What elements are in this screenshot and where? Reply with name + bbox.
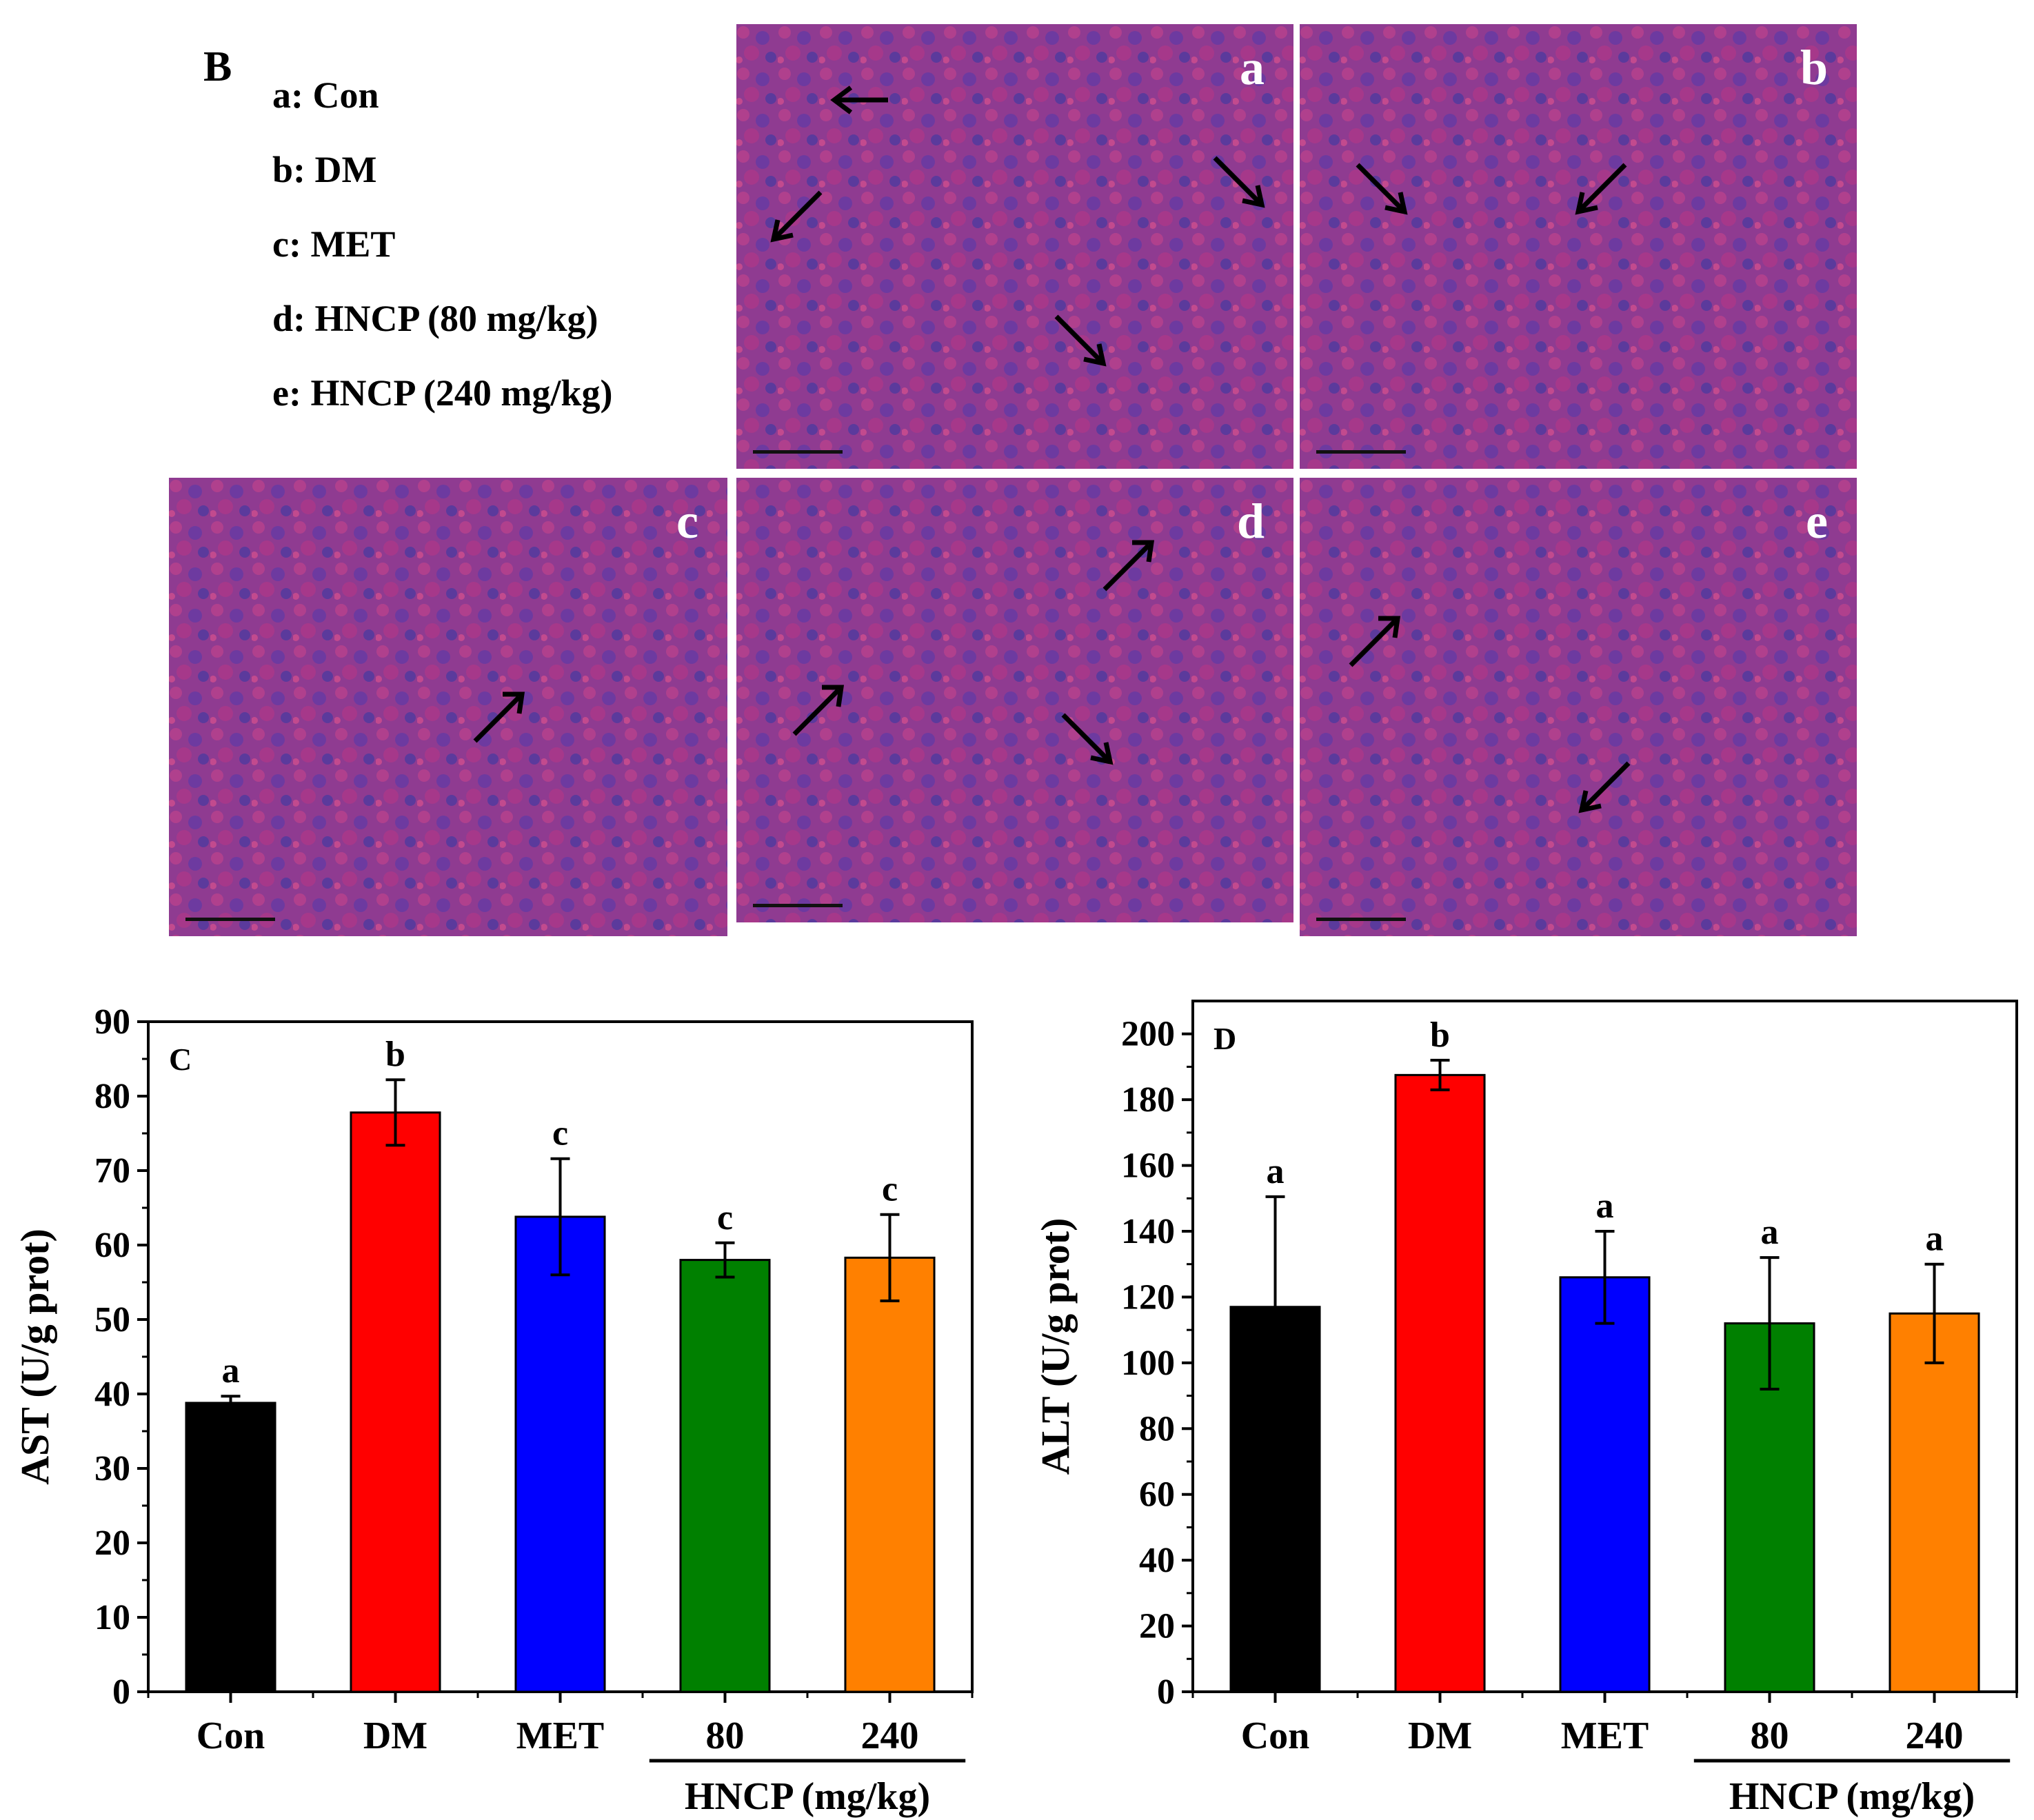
micrograph-c-label: c (676, 494, 698, 549)
panel-label: D (1214, 1021, 1236, 1056)
chart-svg: D 0 20 40 60 80 100 120 140 160 180 200 ALT (U/g pro… (1033, 1000, 2018, 1818)
ast-bar-chart: C 0 10 20 30 40 50 60 70 80 90 AST (U/g prot) a Con b D… (0, 965, 1017, 1820)
scale-bar (185, 918, 275, 921)
x-tick-label: MET (1561, 1715, 1649, 1757)
y-tick-label: 70 (94, 1151, 130, 1191)
micrograph-a-texture (736, 24, 1293, 469)
arrow-icon (1102, 540, 1155, 592)
micrograph-c: c (169, 478, 727, 936)
arrow-icon (473, 691, 525, 743)
y-tick-label: 90 (94, 1002, 130, 1042)
bar-80 (679, 1259, 771, 1693)
y-tick-label: 50 (94, 1300, 130, 1339)
bar-240 (844, 1256, 936, 1693)
arrow-icon (792, 685, 845, 736)
significance-letter: c (882, 1170, 898, 1209)
significance-letter: c (552, 1114, 568, 1153)
y-tick-label: 0 (1157, 1672, 1175, 1712)
group-label: HNCP (mg/kg) (1729, 1775, 1975, 1818)
panel-label: C (169, 1042, 192, 1077)
scale-bar (1316, 918, 1406, 921)
arrow-icon (1054, 314, 1107, 367)
y-tick-label: 100 (1121, 1344, 1175, 1383)
x-tick-label: Con (197, 1715, 265, 1757)
scale-bar (753, 450, 843, 454)
x-tick-label: 240 (861, 1715, 919, 1757)
x-tick-label: 240 (1906, 1715, 1964, 1757)
bar-met (514, 1215, 606, 1693)
y-tick-label: 40 (1139, 1541, 1175, 1580)
x-tick-label: Con (1241, 1715, 1310, 1757)
micrograph-a: a (736, 24, 1293, 469)
significance-letter: b (1430, 1015, 1450, 1055)
significance-letter: a (1267, 1152, 1285, 1191)
significance-letter: a (1761, 1213, 1779, 1252)
micrograph-b: b (1300, 24, 1857, 469)
y-tick-label: 0 (112, 1672, 130, 1712)
group-legend-list: a: Con b: DM c: MET d: HNCP (80 mg/kg) e… (272, 58, 612, 430)
legend-item-hncp-80: d: HNCP (80 mg/kg) (272, 298, 598, 339)
y-tick-label: 160 (1121, 1146, 1175, 1186)
significance-letter: b (385, 1035, 405, 1074)
alt-bar-chart: D 0 20 40 60 80 100 120 140 160 180 200 ALT (U/g pro… (1017, 965, 2034, 1820)
y-tick-label: 80 (94, 1077, 130, 1116)
arrow-icon (1356, 163, 1408, 215)
y-tick-label: 60 (1139, 1475, 1175, 1515)
arrow-icon (1578, 761, 1631, 813)
bar-con (185, 1402, 276, 1693)
x-tick-label: 80 (1751, 1715, 1789, 1757)
significance-letter: a (222, 1351, 240, 1391)
micrograph-d-label: d (1236, 494, 1265, 549)
significance-letter: c (717, 1198, 733, 1237)
y-tick-label: 80 (1139, 1409, 1175, 1448)
y-tick-label: 20 (94, 1524, 130, 1563)
panel-letter-b: B (203, 43, 232, 90)
micrograph-c-texture (169, 478, 727, 936)
micrograph-e-texture (1300, 478, 1857, 936)
micrograph-e-label: e (1806, 494, 1828, 549)
x-tick-label: DM (363, 1715, 427, 1757)
scale-bar (753, 904, 843, 907)
legend-item-met: c: MET (272, 223, 396, 265)
y-tick-label: 200 (1121, 1015, 1175, 1054)
micrograph-b-texture (1300, 24, 1857, 469)
x-tick-label: 80 (706, 1715, 745, 1757)
micrograph-b-label: b (1800, 40, 1828, 95)
y-tick-label: 40 (94, 1375, 130, 1414)
arrow-icon (1061, 713, 1114, 765)
y-axis-label: ALT (U/g prot) (1033, 1218, 1078, 1475)
y-tick-label: 60 (94, 1226, 130, 1265)
arrow-icon (1575, 163, 1627, 215)
micrograph-d: d (736, 478, 1293, 922)
legend-item-hncp-240: e: HNCP (240 mg/kg) (272, 372, 613, 414)
arrow-icon (1349, 616, 1401, 667)
legend-item-dm: b: DM (272, 149, 377, 190)
y-tick-label: 20 (1139, 1607, 1175, 1646)
micrograph-e: e (1300, 478, 1857, 936)
bar-dm (350, 1111, 441, 1693)
y-tick-label: 30 (94, 1449, 130, 1488)
y-tick-label: 10 (94, 1598, 130, 1637)
arrow-icon (830, 85, 888, 114)
chart-svg: C 0 10 20 30 40 50 60 70 80 90 AST (U/g prot) a Con b D… (12, 1002, 974, 1818)
legend-item-con: a: Con (272, 74, 379, 116)
significance-letter: a (1596, 1186, 1614, 1226)
bar-met (1559, 1276, 1651, 1693)
y-tick-label: 180 (1121, 1080, 1175, 1120)
x-tick-label: MET (516, 1715, 605, 1757)
group-label: HNCP (mg/kg) (685, 1775, 930, 1818)
bar-240 (1889, 1312, 1980, 1693)
x-tick-label: DM (1408, 1715, 1472, 1757)
arrow-icon (770, 190, 823, 243)
y-axis-label: AST (U/g prot) (12, 1228, 57, 1485)
bar-dm (1394, 1073, 1486, 1693)
y-tick-label: 140 (1121, 1212, 1175, 1251)
y-tick-label: 120 (1121, 1277, 1175, 1317)
micrograph-a-label: a (1240, 40, 1265, 95)
significance-letter: a (1926, 1220, 1944, 1259)
scale-bar (1316, 450, 1406, 454)
arrow-icon (1213, 156, 1265, 208)
